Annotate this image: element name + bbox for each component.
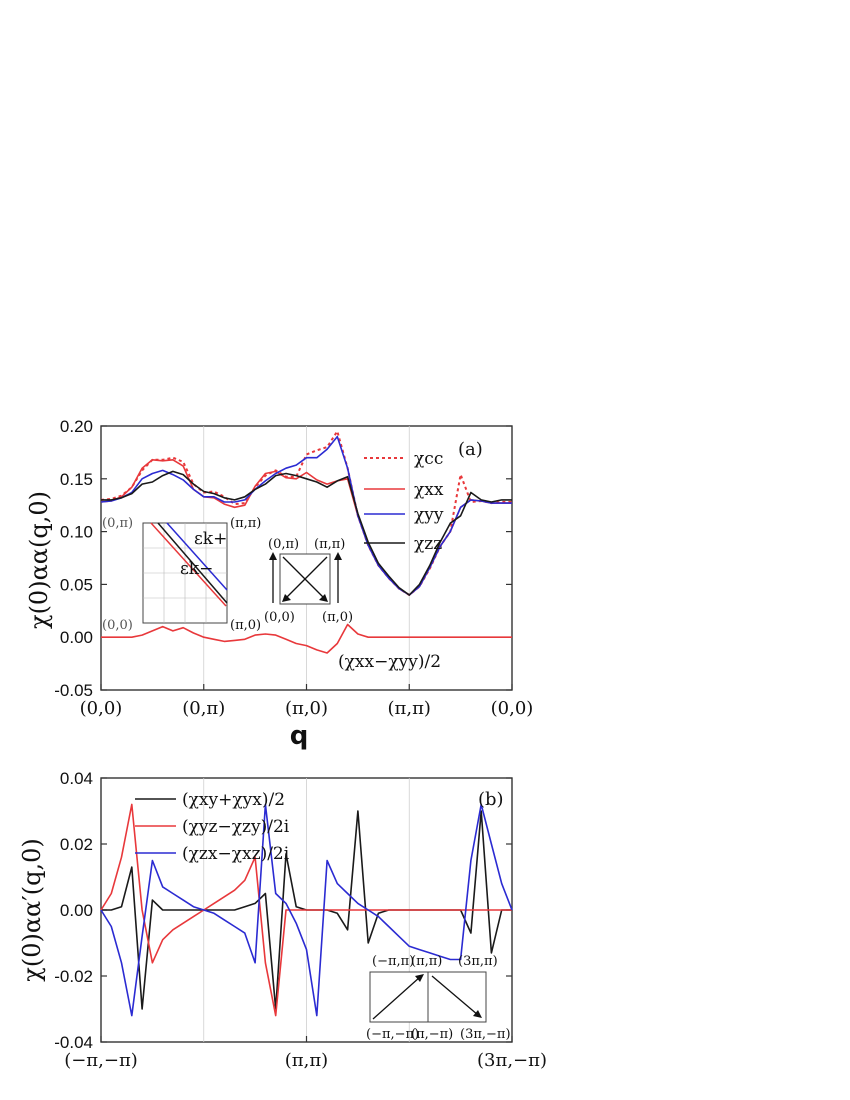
inset-bz-path: (0,π) (π,π) (0,0) (π,0) [264, 537, 353, 625]
panel-a-x-axis-title: q [290, 721, 309, 751]
inset-bz-label: (0,π) [268, 537, 299, 552]
difference-annotation: (χxx−χyy)/2 [338, 652, 441, 672]
legend-label-cc: χcc [414, 449, 443, 469]
x-tick-label: (0,0) [80, 698, 123, 719]
inset-bz-label: (0,0) [264, 610, 295, 625]
panel-a-label: (a) [458, 439, 483, 460]
legend-label-zz: χzz [414, 534, 442, 554]
y-tick-label: 0.05 [60, 575, 93, 594]
x-tick-label: (3π,−π) [477, 1050, 547, 1071]
series-line-b-2 [100, 803, 513, 1017]
legend-label-xy: (χxy+χyx)/2 [182, 790, 285, 810]
x-tick-label: (π,π) [388, 698, 431, 719]
panel-b-y-axis-title: χ(0)αα′(q,0) [18, 838, 46, 981]
inset-path-label: (−π,−π) [366, 1027, 419, 1042]
x-tick-label: (0,π) [182, 698, 225, 719]
inset-q-path: (−π,π) (π,π) (3π,π) (−π,−π) (π,−π) (3π,−… [366, 954, 511, 1042]
x-tick-label: (0,0) [491, 698, 534, 719]
inset-path-label: (π,−π) [411, 1027, 453, 1042]
x-tick-label: (π,π) [285, 1050, 328, 1071]
inset-band-red-line [150, 522, 227, 607]
panel-b-label: (b) [478, 789, 504, 810]
legend-label-zx: (χzx−χxz)/2i [182, 844, 290, 864]
panel-b: 0.04 0.02 0.00 -0.02 -0.04 (−π,−π) (π,π) (3π,−… [18, 769, 547, 1071]
y-tick-label: -0.04 [54, 1033, 93, 1052]
inset-bz-arrowhead [269, 552, 277, 560]
inset-path-arrow [431, 975, 479, 1016]
inset-bz-arrowhead [319, 594, 328, 602]
series-line-a-3 [101, 470, 512, 596]
panel-a-legend: χcc χxx χyy χzz [364, 449, 444, 554]
y-tick-label: -0.02 [54, 967, 93, 986]
y-tick-label: 0.02 [60, 835, 93, 854]
inset-path-label: (3π,−π) [460, 1027, 511, 1042]
inset-band-corner-br: (π,0) [230, 618, 261, 633]
inset-path-arrowhead [473, 1010, 482, 1018]
eps-k-minus-label: εk− [180, 559, 213, 579]
legend-label-xx: χxx [414, 480, 444, 500]
inset-path-arrowhead [415, 974, 424, 982]
inset-bz-arrowhead [282, 594, 291, 602]
inset-band-blue-line [166, 522, 228, 591]
y-tick-label: 0.10 [60, 523, 93, 542]
legend-label-yz: (χyz−χzy)/2i [182, 817, 290, 837]
y-tick-label: -0.05 [54, 681, 93, 700]
eps-k-plus-label: εk+ [194, 529, 227, 549]
inset-band-corner-bl: (0,0) [102, 618, 133, 633]
inset-bz-arrowhead [334, 552, 342, 560]
inset-bz-label: (π,0) [322, 610, 353, 625]
legend-label-yy: χyy [414, 505, 444, 525]
y-tick-label: 0.15 [60, 470, 93, 489]
series-line-b-1 [100, 803, 512, 1017]
inset-bz-label: (π,π) [314, 537, 345, 552]
panel-a-y-axis-title: χ(0)αα(q,0) [25, 491, 53, 629]
x-tick-label: (π,0) [285, 698, 328, 719]
series-line-a-4 [101, 623, 512, 654]
inset-path-label: (π,π) [411, 954, 442, 969]
y-tick-label: 0.20 [60, 417, 93, 436]
inset-path-label: (−π,π) [372, 954, 414, 969]
y-tick-label: 0.00 [60, 901, 93, 920]
inset-path-label: (3π,π) [458, 954, 498, 969]
inset-band-structure: (0,π) (π,π) (0,0) (π,0) εk+ εk− [102, 516, 261, 633]
inset-band-corner-tl: (0,π) [102, 516, 133, 531]
y-tick-label: 0.04 [60, 769, 93, 788]
panel-b-legend: (χxy+χyx)/2 (χyz−χzy)/2i (χzx−χxz)/2i [135, 790, 290, 864]
panel-a: 0.20 0.15 0.10 0.05 0.00 -0.05 (0,0) (0,π) (π,0… [25, 417, 533, 751]
inset-path-arrow [372, 976, 421, 1020]
y-tick-label: 0.00 [60, 628, 93, 647]
x-tick-label: (−π,−π) [64, 1050, 138, 1071]
inset-band-corner-tr: (π,π) [230, 516, 261, 531]
inset-bz-arrow [283, 556, 328, 601]
inset-bz-arrow [282, 556, 327, 601]
inset-band-black-line [157, 522, 228, 604]
